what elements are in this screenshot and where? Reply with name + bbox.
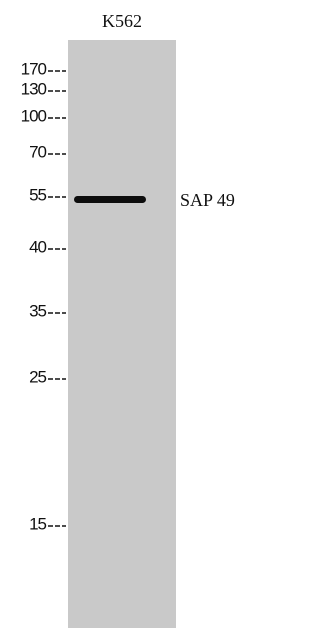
marker-label: 15	[29, 514, 46, 533]
marker-label: 130	[21, 79, 47, 98]
band-label: SAP 49	[180, 190, 235, 210]
marker-label: 35	[29, 301, 46, 320]
marker-label: 25	[29, 367, 46, 386]
lane-label: K562	[102, 11, 142, 31]
marker-label: 55	[29, 185, 46, 204]
band	[74, 196, 146, 203]
marker-label: 100	[21, 106, 47, 125]
marker-label: 170	[21, 59, 47, 78]
marker-label: 70	[29, 142, 46, 161]
lane	[68, 40, 176, 628]
marker-label: 40	[29, 237, 46, 256]
